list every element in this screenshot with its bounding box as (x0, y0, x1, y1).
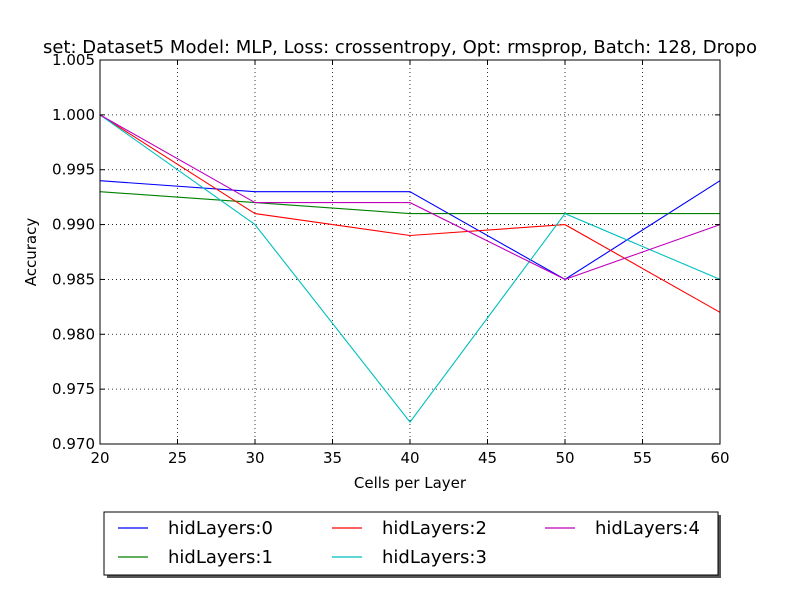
series-layer (99, 114, 721, 424)
x-tick-label: 50 (555, 449, 574, 467)
axis-ticks: 20 25 30 35 40 45 50 55 60 0.970 0.975 0.980 0.985 0.… (52, 51, 730, 467)
grid (100, 60, 720, 444)
y-axis-label: Accuracy (22, 218, 40, 287)
y-tick-label: 0.990 (52, 216, 95, 234)
series-line-4 (99, 114, 721, 280)
x-tick-label: 45 (478, 449, 497, 467)
x-tick-label: 30 (245, 449, 264, 467)
x-tick-label: 35 (323, 449, 342, 467)
legend-label: hidLayers:0 (168, 518, 273, 539)
series-line-3 (99, 114, 721, 424)
series-line-2 (99, 114, 721, 313)
series-line-1 (99, 191, 720, 215)
y-tick-label: 1.005 (52, 51, 95, 69)
x-tick-label: 40 (400, 449, 419, 467)
legend-label: hidLayers:1 (168, 547, 273, 568)
y-tick-label: 0.985 (52, 270, 95, 288)
x-tick-label: 20 (90, 449, 109, 467)
legend-label: hidLayers:3 (382, 547, 487, 568)
x-tick-label: 60 (710, 449, 729, 467)
legend-box (103, 511, 719, 576)
y-tick-label: 1.000 (52, 106, 95, 124)
y-tick-label: 0.970 (52, 435, 95, 453)
x-tick-label: 55 (633, 449, 652, 467)
x-axis-label: Cells per Layer (354, 474, 467, 492)
legend-label: hidLayers:4 (595, 518, 700, 539)
chart-title: set: Dataset5 Model: MLP, Loss: crossent… (43, 37, 757, 58)
y-tick-label: 0.995 (52, 161, 95, 179)
y-tick-label: 0.980 (52, 325, 95, 343)
x-tick-label: 25 (168, 449, 187, 467)
legend-label: hidLayers:2 (382, 518, 487, 539)
legend: hidLayers:0 hidLayers:1 hidLayers:2 hidLaye… (103, 511, 721, 578)
y-tick-label: 0.975 (52, 380, 95, 398)
